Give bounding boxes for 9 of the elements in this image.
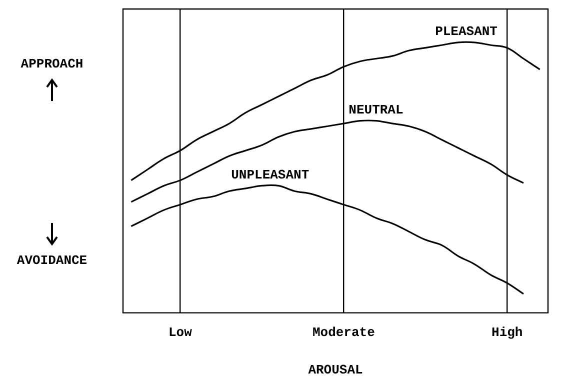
x-tick-label: Moderate xyxy=(312,324,376,340)
x-axis-title: AROUSAL xyxy=(308,362,364,378)
series-label: PLEASANT xyxy=(435,24,498,40)
x-tick-label: High xyxy=(492,324,523,340)
text: APPROACH xyxy=(20,56,84,72)
series-label: UNPLEASANT xyxy=(231,168,310,182)
x-tick-label: Low xyxy=(168,324,192,340)
text: AVOIDANCE xyxy=(16,253,88,268)
series-label: NEUTRAL xyxy=(348,102,404,118)
